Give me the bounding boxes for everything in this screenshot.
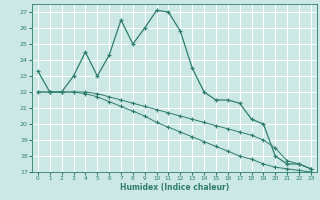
X-axis label: Humidex (Indice chaleur): Humidex (Indice chaleur) xyxy=(120,183,229,192)
